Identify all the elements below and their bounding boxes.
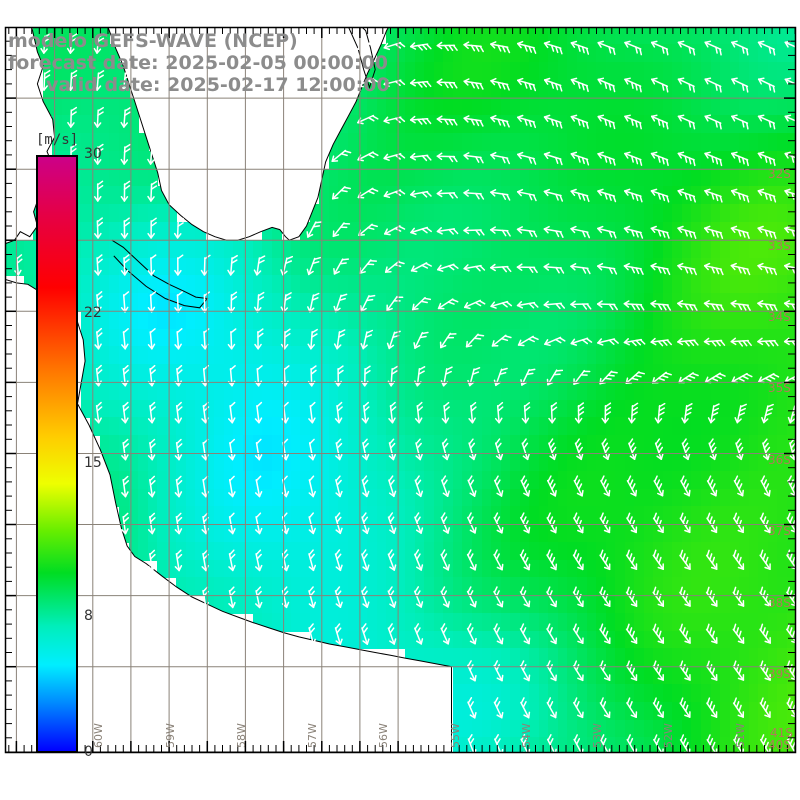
lat-tick-label: 32S xyxy=(768,167,791,181)
lat-tick-label: 40S xyxy=(768,738,791,752)
lon-tick-label: 52W xyxy=(662,723,675,748)
lat-tick-label: 36S xyxy=(768,453,791,467)
lon-tick-label: 60W xyxy=(92,723,105,748)
lat-tick-label: 35S xyxy=(768,381,791,395)
colorbar-tick-15: 15 xyxy=(84,454,102,471)
lat-tick-label: 39S xyxy=(768,667,791,681)
lat-tick-label: 34S xyxy=(768,310,791,324)
lat-tick-label: 37S xyxy=(768,524,791,538)
title-block: modelo GEFS-WAVE (NCEP) forecast date: 2… xyxy=(0,30,560,96)
colorbar xyxy=(36,155,78,753)
lon-tick-label: 51W xyxy=(734,723,747,748)
lon-tick-label: 58W xyxy=(235,723,248,748)
model-title: modelo GEFS-WAVE (NCEP) xyxy=(8,30,298,52)
colorbar-tick-22: 22 xyxy=(84,305,102,322)
colorbar-tick-0: 0 xyxy=(84,744,93,760)
colorbar-unit-label: [m/s] xyxy=(36,132,79,148)
valid-date-title: valid date: 2025-02-17 12:00:00 xyxy=(46,74,390,96)
lon-tick-label: 54W xyxy=(520,723,533,748)
map-plot-area xyxy=(5,27,795,752)
coastline-layer xyxy=(5,27,795,752)
corner-lat-label: 41S xyxy=(770,726,793,740)
lon-tick-label: 59W xyxy=(164,723,177,748)
lat-tick-label: 33S xyxy=(768,239,791,253)
lon-tick-label: 53W xyxy=(591,723,604,748)
lon-tick-label: 56W xyxy=(377,723,390,748)
lon-tick-label: 57W xyxy=(306,723,319,748)
lon-tick-label: 55W xyxy=(449,723,462,748)
lat-tick-label: 38S xyxy=(768,596,791,610)
colorbar-tick-8: 8 xyxy=(84,608,93,625)
rio-de-la-plata xyxy=(111,239,209,309)
forecast-date-title: forecast date: 2025-02-05 00:00:00 xyxy=(8,52,388,74)
colorbar-tick-30: 30 xyxy=(84,146,102,162)
